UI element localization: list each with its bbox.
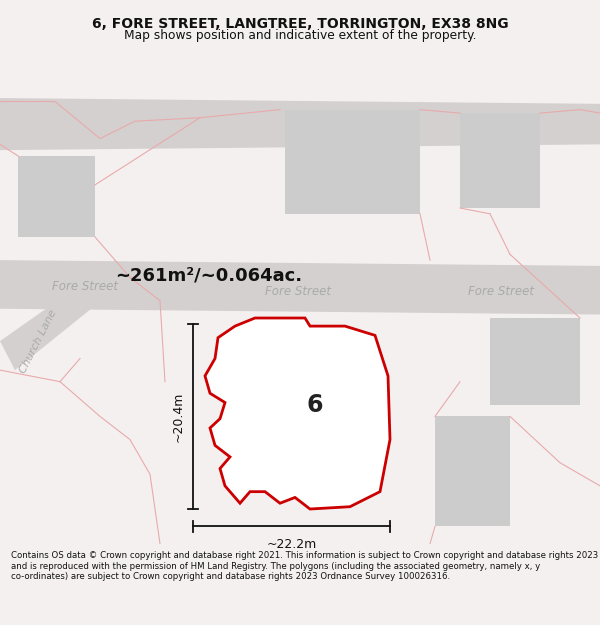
Polygon shape: [0, 98, 600, 150]
Polygon shape: [18, 156, 95, 237]
Text: ~22.2m: ~22.2m: [266, 538, 317, 551]
Text: Fore Street: Fore Street: [52, 280, 118, 293]
Polygon shape: [0, 260, 130, 370]
Polygon shape: [285, 109, 420, 214]
Text: ~20.4m: ~20.4m: [172, 391, 185, 442]
Polygon shape: [490, 318, 580, 405]
Text: ~261m²/~0.064ac.: ~261m²/~0.064ac.: [115, 266, 302, 284]
Text: 6: 6: [307, 393, 323, 417]
Polygon shape: [435, 416, 510, 526]
Polygon shape: [460, 113, 540, 208]
Text: Map shows position and indicative extent of the property.: Map shows position and indicative extent…: [124, 29, 476, 42]
Text: Church Lane: Church Lane: [17, 308, 58, 374]
Polygon shape: [205, 318, 390, 509]
Text: Contains OS data © Crown copyright and database right 2021. This information is : Contains OS data © Crown copyright and d…: [11, 551, 598, 581]
Text: 6, FORE STREET, LANGTREE, TORRINGTON, EX38 8NG: 6, FORE STREET, LANGTREE, TORRINGTON, EX…: [92, 18, 508, 31]
Text: Fore Street: Fore Street: [468, 285, 534, 298]
Polygon shape: [0, 260, 600, 314]
Text: Fore Street: Fore Street: [265, 285, 331, 298]
